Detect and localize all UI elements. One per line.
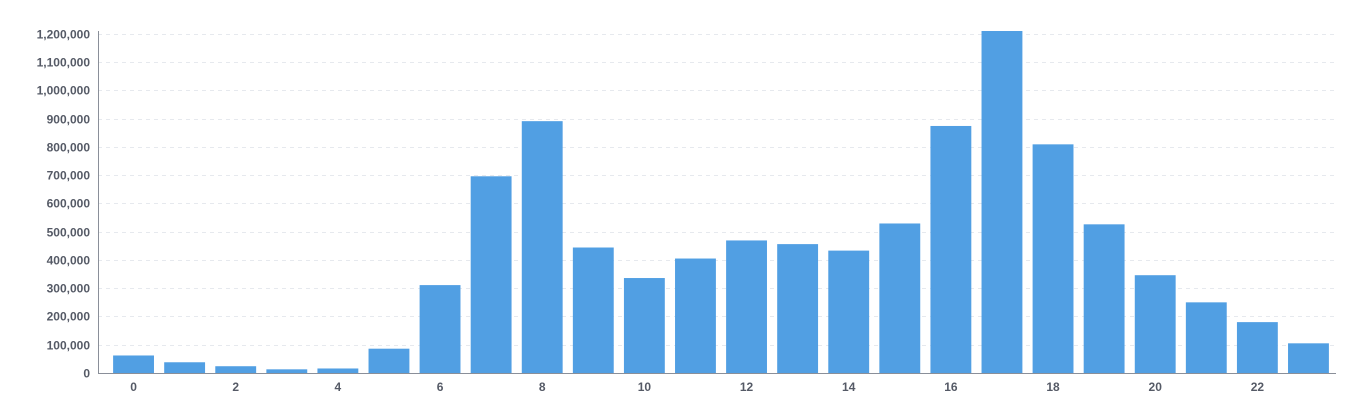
bar[interactable] bbox=[521, 121, 563, 373]
bar[interactable] bbox=[879, 223, 921, 373]
bar[interactable] bbox=[726, 240, 767, 373]
x-tick-label: 20 bbox=[1149, 380, 1163, 394]
bar[interactable] bbox=[930, 125, 972, 373]
y-tick-label: 1,000,000 bbox=[37, 84, 91, 98]
grid-lines bbox=[98, 34, 1336, 346]
x-tick-label: 12 bbox=[740, 380, 754, 394]
bar[interactable] bbox=[1185, 302, 1227, 373]
bar[interactable] bbox=[470, 176, 512, 373]
x-tick-label: 0 bbox=[130, 380, 137, 394]
bar[interactable] bbox=[623, 278, 665, 373]
y-tick-label: 1,200,000 bbox=[37, 28, 91, 42]
bar[interactable] bbox=[828, 250, 870, 373]
y-tick-label: 100,000 bbox=[47, 339, 91, 353]
bar[interactable] bbox=[164, 362, 206, 373]
axes bbox=[98, 31, 1336, 374]
x-tick-label: 16 bbox=[944, 380, 958, 394]
y-tick-label: 500,000 bbox=[47, 226, 91, 240]
bar[interactable] bbox=[1288, 343, 1329, 373]
bar[interactable] bbox=[1032, 144, 1074, 373]
x-tick-label: 18 bbox=[1046, 380, 1060, 394]
bar[interactable] bbox=[419, 285, 461, 373]
y-tick-label: 700,000 bbox=[47, 169, 91, 183]
y-tick-label: 800,000 bbox=[47, 141, 91, 155]
bar[interactable] bbox=[368, 348, 410, 373]
y-tick-label: 200,000 bbox=[47, 310, 91, 324]
bar[interactable] bbox=[675, 258, 716, 373]
y-tick-label: 1,100,000 bbox=[37, 56, 91, 70]
x-tick-label: 10 bbox=[638, 380, 652, 394]
bar[interactable] bbox=[572, 247, 614, 373]
bar[interactable] bbox=[1083, 224, 1125, 373]
y-tick-label: 600,000 bbox=[47, 197, 91, 211]
x-tick-label: 8 bbox=[539, 380, 546, 394]
y-tick-label: 400,000 bbox=[47, 254, 91, 268]
bar[interactable] bbox=[981, 31, 1023, 373]
tick-labels: 0 100,000 200,000 300,000 400,000 500,000 600,… bbox=[37, 28, 1265, 395]
y-tick-label: 900,000 bbox=[47, 113, 91, 127]
bar[interactable] bbox=[266, 369, 308, 373]
y-tick-label: 300,000 bbox=[47, 282, 91, 296]
x-tick-label: 14 bbox=[842, 380, 856, 394]
bar[interactable] bbox=[215, 366, 257, 373]
bars bbox=[113, 31, 1329, 373]
x-tick-label: 2 bbox=[232, 380, 239, 394]
bar[interactable] bbox=[317, 368, 359, 373]
bar[interactable] bbox=[113, 355, 154, 373]
x-tick-label: 22 bbox=[1251, 380, 1265, 394]
y-tick-label: 0 bbox=[83, 367, 90, 381]
x-tick-label: 6 bbox=[437, 380, 444, 394]
bar[interactable] bbox=[1236, 322, 1278, 373]
x-tick-label: 4 bbox=[335, 380, 342, 394]
bar[interactable] bbox=[777, 244, 819, 373]
bar[interactable] bbox=[1134, 275, 1176, 373]
